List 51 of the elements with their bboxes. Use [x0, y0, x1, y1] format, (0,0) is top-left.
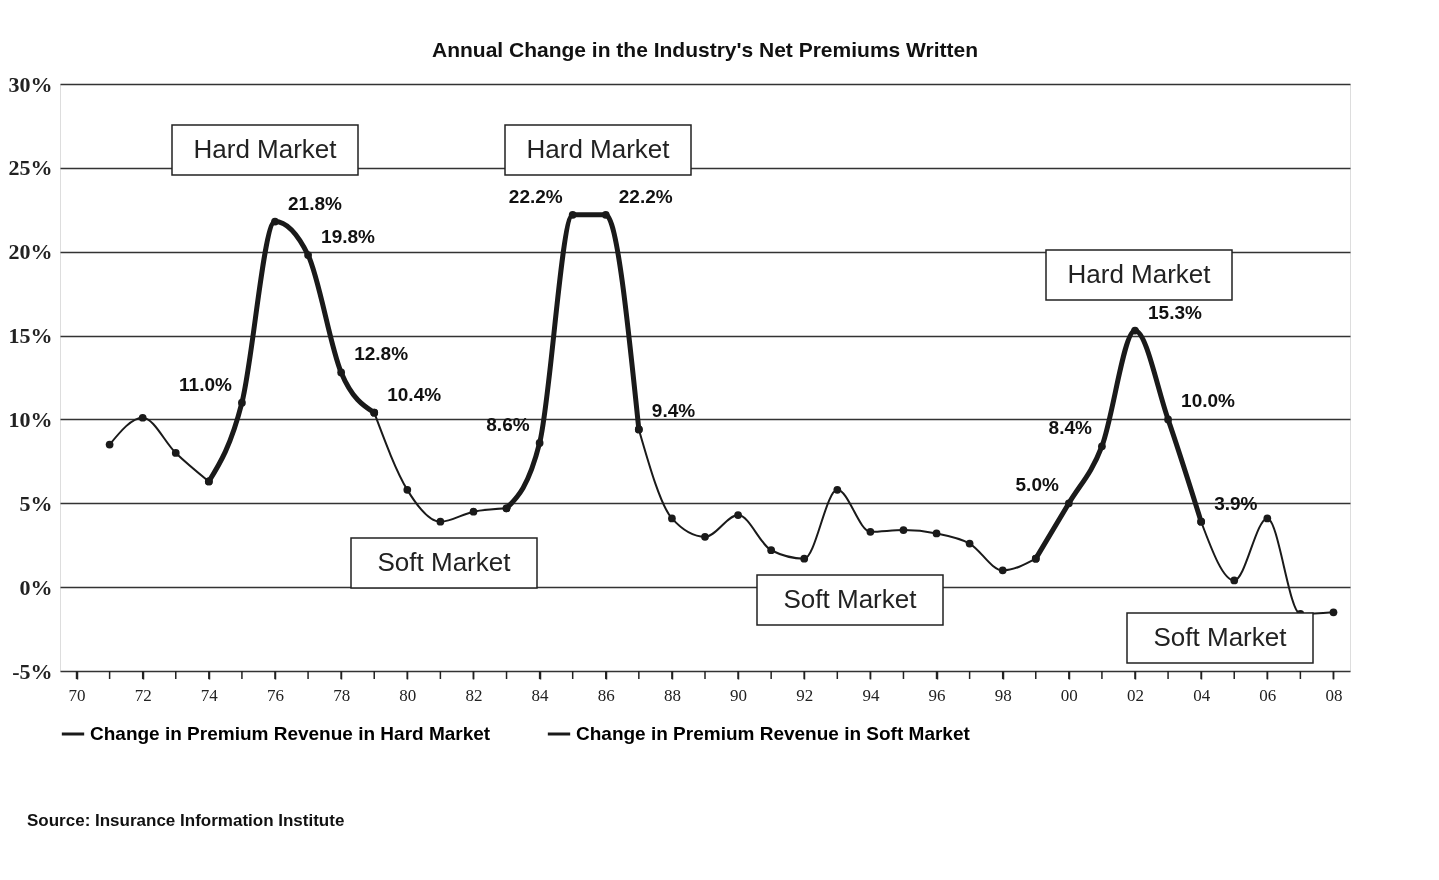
data-label: 8.4% [1048, 417, 1093, 439]
annotation: Soft Market [377, 547, 512, 577]
x-tick-label: 86 [597, 685, 615, 705]
y-tick-label: 20% [8, 239, 53, 265]
x-tick-label: 78 [333, 685, 351, 705]
y-tick-label: 30% [8, 71, 53, 97]
annotation: Hard Market [1067, 259, 1212, 289]
data-label: 22.2% [508, 185, 563, 207]
x-tick-label: 88 [663, 685, 681, 705]
x-tick-label: 84 [531, 685, 550, 705]
x-tick-label: 96 [928, 685, 946, 705]
legend-label: Change in Premium Revenue in Hard Market [90, 723, 491, 744]
data-label: 15.3% [1148, 301, 1202, 323]
y-tick-label: 5% [19, 490, 53, 516]
y-tick-label: -5% [12, 658, 53, 684]
data-label: 9.4% [651, 400, 696, 422]
y-tick-label: 10% [8, 406, 53, 432]
data-label: 8.6% [486, 413, 530, 435]
x-tick-label: 70 [68, 685, 86, 705]
x-tick-label: 00 [1060, 685, 1078, 705]
x-tick-label: 82 [465, 685, 483, 705]
data-label: 10.4% [387, 383, 442, 405]
x-tick-label: 04 [1193, 685, 1211, 705]
x-tick-label: 08 [1325, 685, 1343, 705]
annotation: Soft Market [1153, 622, 1288, 652]
x-tick-label: 90 [730, 685, 748, 705]
y-tick-label: 25% [8, 155, 53, 181]
data-label: 10.0% [1181, 390, 1236, 412]
legend-label: Change in Premium Revenue in Soft Market [576, 723, 971, 744]
x-tick-label: 06 [1259, 685, 1277, 705]
x-tick-label: 94 [862, 685, 880, 705]
annotation: Hard Market [526, 134, 671, 164]
data-label: 12.8% [354, 343, 409, 365]
x-tick-label: 72 [134, 685, 152, 705]
x-tick-label: 80 [399, 685, 417, 705]
x-tick-label: 98 [994, 685, 1012, 705]
x-tick-label: 02 [1127, 685, 1144, 705]
data-label: 11.0% [179, 373, 233, 395]
chart-title: Annual Change in the Industry's Net Premiums Written [431, 38, 979, 61]
data-label: 21.8% [288, 192, 342, 214]
y-tick-label: 0% [19, 574, 53, 600]
x-tick-label: 92 [796, 685, 814, 705]
x-tick-label: 74 [200, 685, 219, 705]
data-label: 19.8% [321, 226, 376, 248]
data-label: 22.2% [618, 185, 673, 207]
annotation: Hard Market [193, 134, 338, 164]
annotation: Soft Market [783, 584, 918, 614]
data-label: 5.0% [1015, 474, 1059, 496]
y-tick-label: 15% [8, 323, 53, 349]
x-tick-label: 76 [267, 685, 284, 705]
source-note: Source: Insurance Information Institute [27, 811, 345, 830]
